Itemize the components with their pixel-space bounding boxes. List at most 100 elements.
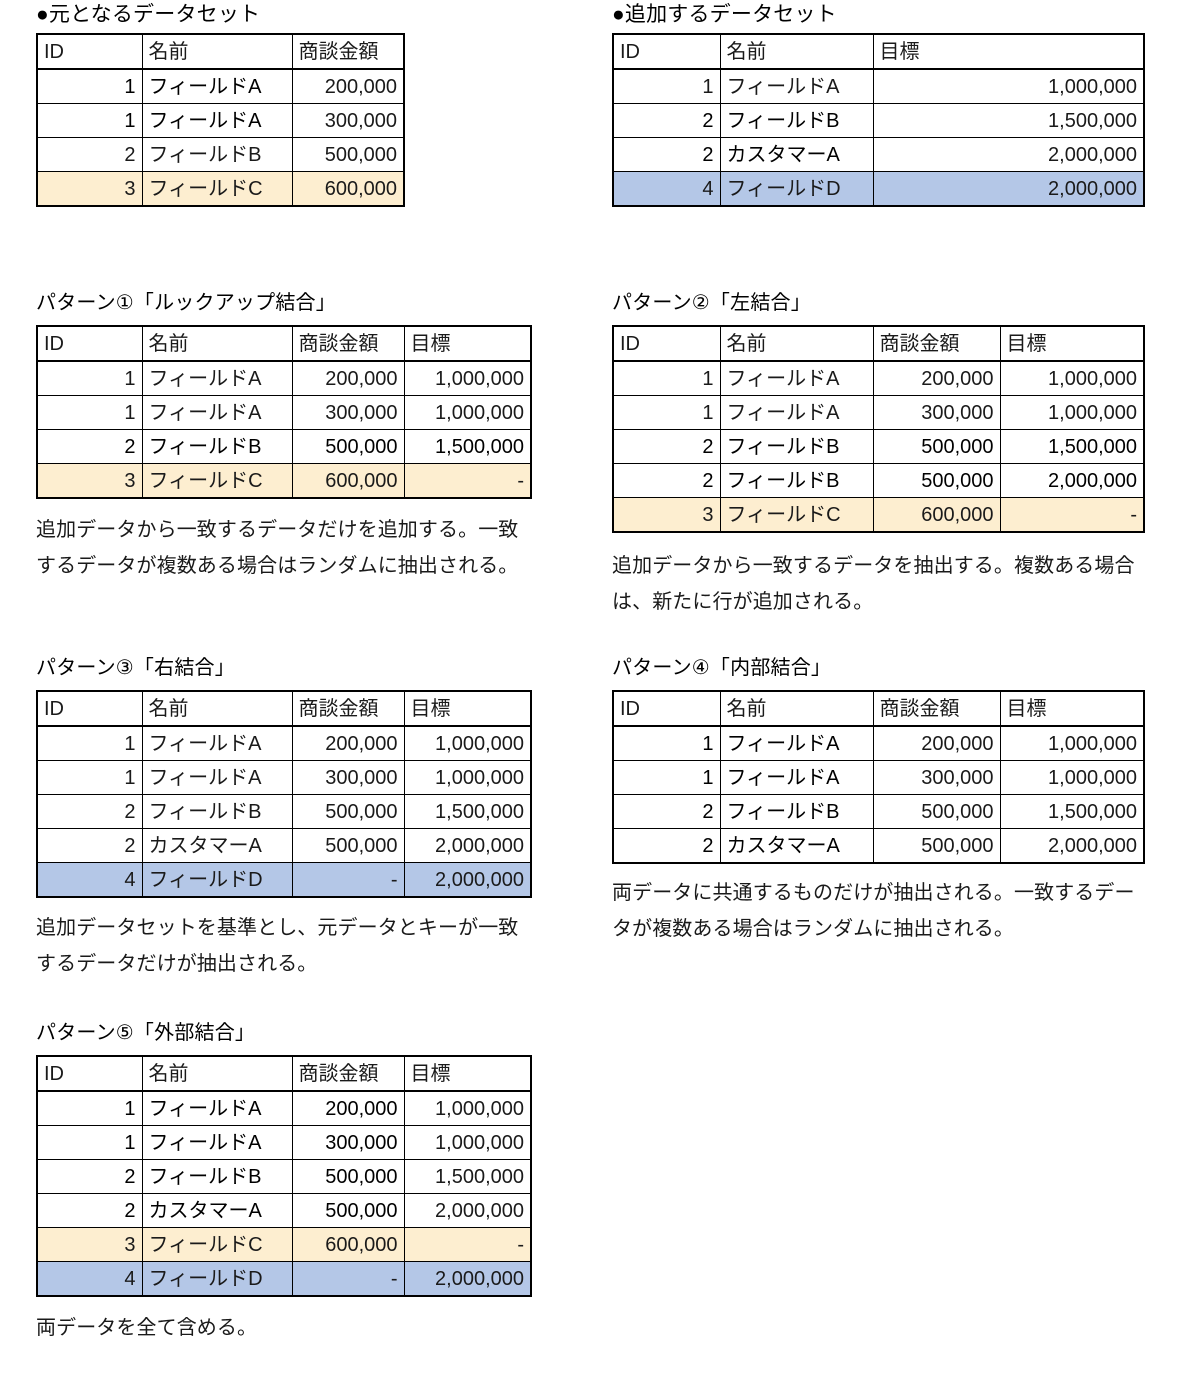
table-row: 1 フィールドA 200,000 xyxy=(36,69,405,104)
cell-id: 4 xyxy=(36,862,143,898)
table-header-row: ID 名前 商談金額 目標 xyxy=(36,690,532,727)
cell-amount: 300,000 xyxy=(872,395,1001,430)
cell-name: フィールドA xyxy=(719,760,874,795)
pattern4-body: 1 フィールドA 200,000 1,000,000 1 フィールドA 300,000 1,0… xyxy=(612,726,1145,864)
cell-id: 1 xyxy=(612,69,721,104)
cell-id: 1 xyxy=(36,1091,143,1126)
cell-id: 4 xyxy=(612,171,721,207)
cell-name: フィールドD xyxy=(141,1261,293,1297)
table-row: 2 カスタマーA 500,000 2,000,000 xyxy=(612,828,1145,864)
cell-amount: 200,000 xyxy=(872,726,1001,761)
cell-amount: 500,000 xyxy=(872,828,1001,864)
cell-goal: 1,500,000 xyxy=(999,429,1145,464)
table-header-row: ID 名前 商談金額 目標 xyxy=(36,325,532,362)
cell-amount: 600,000 xyxy=(872,497,1001,533)
col-header-amount: 商談金額 xyxy=(291,690,405,727)
cell-id: 3 xyxy=(36,463,143,499)
pattern4-table-wrap: ID 名前 商談金額 目標 1 フィールドA 200,000 1,000,000 1 フィ… xyxy=(612,690,1145,864)
col-header-amount: 商談金額 xyxy=(291,1055,405,1092)
cell-name: カスタマーA xyxy=(141,1193,293,1228)
col-header-name: 名前 xyxy=(719,33,874,70)
cell-id: 1 xyxy=(612,726,721,761)
cell-id: 1 xyxy=(36,726,143,761)
table-row: 2 フィールドB 500,000 1,500,000 xyxy=(612,794,1145,829)
cell-id: 3 xyxy=(36,1227,143,1262)
cell-amount: 600,000 xyxy=(291,1227,405,1262)
cell-name: フィールドA xyxy=(719,361,874,396)
col-header-amount: 商談金額 xyxy=(872,690,1001,727)
cell-goal: 1,500,000 xyxy=(403,794,532,829)
cell-name: フィールドA xyxy=(141,361,293,396)
table-row: 4 フィールドD 2,000,000 xyxy=(612,171,1145,207)
table-header-row: ID 名前 商談金額 目標 xyxy=(36,1055,532,1092)
cell-name: フィールドA xyxy=(719,726,874,761)
table-row: 4 フィールドD -2,000,000 xyxy=(36,1261,532,1297)
table-row: 3 フィールドC 600,000- xyxy=(36,1227,532,1262)
col-header-amount: 商談金額 xyxy=(872,325,1001,362)
cell-amount: 500,000 xyxy=(872,429,1001,464)
table-row: 1 フィールドA 1,000,000 xyxy=(612,69,1145,104)
col-header-goal: 目標 xyxy=(403,690,532,727)
cell-amount: 200,000 xyxy=(291,69,405,104)
cell-name: フィールドC xyxy=(141,1227,293,1262)
cell-goal: 1,000,000 xyxy=(403,361,532,396)
append-dataset-table-wrap: ID 名前 目標 1 フィールドA 1,000,000 2 フィールドB 1,500,00… xyxy=(612,33,1145,207)
cell-goal: 1,000,000 xyxy=(403,1125,532,1160)
source-dataset-body: 1 フィールドA 200,000 1 フィールドA 300,000 2 フィールドB 500,0… xyxy=(36,69,405,207)
source-dataset-title: ●元となるデータセット xyxy=(36,3,261,26)
pattern5-description: 両データを全て含める。 xyxy=(36,1317,258,1339)
table-header-row: ID 名前 目標 xyxy=(612,33,1145,70)
pattern1-heading: パターン①「ルックアップ結合」 xyxy=(36,290,336,316)
col-header-id: ID xyxy=(36,325,143,362)
cell-name: フィールドA xyxy=(141,103,293,138)
cell-name: フィールドA xyxy=(141,760,293,795)
cell-amount: - xyxy=(291,862,405,898)
table-row: 2 カスタマーA 500,000 2,000,000 xyxy=(36,1193,532,1228)
cell-goal: - xyxy=(403,463,532,499)
table-row: 2 フィールドB 500,000 1,500,000 xyxy=(36,1159,532,1194)
pattern2-heading: パターン②「左結合」 xyxy=(612,290,811,316)
cell-id: 4 xyxy=(36,1261,143,1297)
pattern2-body: 1 フィールドA 200,000 1,000,000 1 フィールドA 300,000 1,0… xyxy=(612,361,1145,533)
cell-name: フィールドB xyxy=(141,1159,293,1194)
cell-id: 1 xyxy=(612,361,721,396)
cell-amount: 300,000 xyxy=(872,760,1001,795)
pattern2-title: パターン②「左結合」 xyxy=(612,292,811,314)
cell-goal: 2,000,000 xyxy=(403,1193,532,1228)
cell-goal: 1,500,000 xyxy=(999,794,1145,829)
source-dataset-table: ID 名前 商談金額 1 フィールドA 200,000 1 フィールドA 300,000 2… xyxy=(36,33,405,207)
col-header-amount: 商談金額 xyxy=(291,325,405,362)
col-header-goal: 目標 xyxy=(403,1055,532,1092)
cell-amount: 500,000 xyxy=(291,429,405,464)
table-row: 1 フィールドA 200,000 1,000,000 xyxy=(36,1091,532,1126)
cell-goal: 1,000,000 xyxy=(999,361,1145,396)
table-row: 3 フィールドC 600,000- xyxy=(36,463,532,499)
cell-name: フィールドB xyxy=(719,794,874,829)
pattern1-title: パターン①「ルックアップ結合」 xyxy=(36,292,336,314)
table-row: 3 フィールドC 600,000- xyxy=(612,497,1145,533)
cell-name: フィールドB xyxy=(141,794,293,829)
table-row: 2 フィールドB 500,000 2,000,000 xyxy=(612,463,1145,498)
cell-id: 2 xyxy=(36,429,143,464)
pattern3-table: ID 名前 商談金額 目標 1 フィールドA 200,000 1,000,000 1 フィ… xyxy=(36,690,532,898)
cell-name: カスタマーA xyxy=(141,828,293,863)
cell-goal: 1,000,000 xyxy=(403,395,532,430)
cell-goal: 2,000,000 xyxy=(872,137,1145,172)
cell-amount: 300,000 xyxy=(291,1125,405,1160)
cell-id: 2 xyxy=(36,828,143,863)
cell-goal: - xyxy=(999,497,1145,533)
cell-id: 2 xyxy=(612,429,721,464)
cell-id: 1 xyxy=(36,760,143,795)
col-header-id: ID xyxy=(612,690,721,727)
cell-goal: 1,000,000 xyxy=(999,726,1145,761)
pattern1-table-wrap: ID 名前 商談金額 目標 1 フィールドA 200,000 1,000,000 1 フィ… xyxy=(36,325,532,499)
col-header-name: 名前 xyxy=(719,325,874,362)
cell-goal: 1,500,000 xyxy=(403,429,532,464)
append-dataset-table: ID 名前 目標 1 フィールドA 1,000,000 2 フィールドB 1,500,00… xyxy=(612,33,1145,207)
cell-name: フィールドA xyxy=(719,395,874,430)
cell-name: フィールドB xyxy=(719,429,874,464)
cell-amount: 200,000 xyxy=(291,361,405,396)
cell-id: 1 xyxy=(36,69,143,104)
table-row: 4 フィールドD -2,000,000 xyxy=(36,862,532,898)
cell-amount: 500,000 xyxy=(291,1193,405,1228)
